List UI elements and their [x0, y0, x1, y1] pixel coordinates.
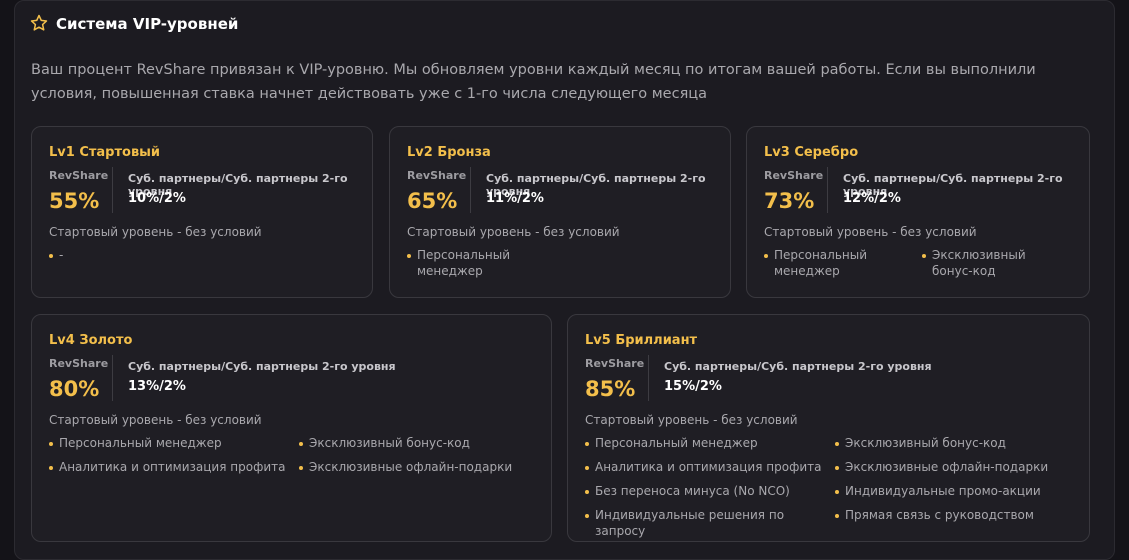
- title: Система VIP-уровней: [56, 15, 239, 33]
- sub-partner-label: Суб. партнеры/Суб. партнеры 2-го уровня: [486, 172, 706, 198]
- revshare-label: RevShare: [49, 169, 109, 182]
- perk-list: Персональный менеджер Эксклюзивный бонус-…: [49, 435, 549, 475]
- perk: Аналитика и оптимизация профита: [49, 459, 299, 475]
- perk-list: -: [49, 247, 365, 263]
- sub-partner-value: 10%/2%: [128, 191, 186, 206]
- description: Ваш процент RevShare привязан к VIP-уров…: [31, 62, 1036, 102]
- perk: Эксклюзивный бонус-код: [299, 435, 549, 451]
- perk: Эксклюзивные офлайн-подарки: [299, 459, 549, 475]
- divider: [827, 167, 828, 213]
- revshare-value: 55%: [49, 189, 100, 213]
- divider: [648, 355, 649, 401]
- perk: Эксклюзивный бонус-код: [835, 435, 1085, 451]
- perk: Аналитика и оптимизация профита: [585, 459, 835, 475]
- condition: Стартовый уровень - без условий: [49, 413, 262, 427]
- perk: Персональный менеджер: [585, 435, 835, 451]
- sub-partner-value: 12%/2%: [843, 191, 901, 206]
- level-card: Lv3 Серебро RevShare 73% Суб. партнеры/Суб.…: [746, 126, 1090, 298]
- revshare-value: 73%: [764, 189, 815, 213]
- revshare-label: RevShare: [585, 357, 645, 370]
- level-card: Lv2 Бронза RevShare 65% Суб. партнеры/Суб. …: [389, 126, 731, 298]
- level-name: Lv2 Бронза: [407, 145, 491, 160]
- perk: Эксклюзивные офлайн-подарки: [835, 459, 1085, 475]
- level-name: Lv4 Золото: [49, 333, 133, 348]
- perk-list: Персональный менеджер Эксклюзивный бонус-…: [764, 247, 1080, 279]
- condition: Стартовый уровень - без условий: [49, 225, 262, 239]
- perk: Персональный менеджер: [407, 247, 532, 279]
- sub-partner-label: Суб. партнеры/Суб. партнеры 2-го уровня: [128, 360, 396, 373]
- sub-partner-label: Суб. партнеры/Суб. партнеры 2-го уровня: [128, 172, 348, 198]
- revshare-label: RevShare: [764, 169, 824, 182]
- perk: Индивидуальные решения по запросу: [585, 507, 835, 539]
- perk: -: [49, 247, 174, 263]
- revshare-value: 85%: [585, 377, 636, 401]
- sub-partner-label: Суб. партнеры/Суб. партнеры 2-го уровня: [843, 172, 1063, 198]
- sub-partner-value: 11%/2%: [486, 191, 544, 206]
- level-card: Lv5 Бриллиант RevShare 85% Суб. партнеры/Су…: [567, 314, 1090, 542]
- perk: Персональный менеджер: [49, 435, 299, 451]
- level-card: Lv4 Золото RevShare 80% Суб. партнеры/Суб. …: [31, 314, 552, 542]
- perk-list: Персональный менеджер: [407, 247, 723, 279]
- sub-partner-value: 15%/2%: [664, 379, 722, 394]
- perk: Без переноса минуса (No NCO): [585, 483, 835, 499]
- sub-partner-label: Суб. партнеры/Суб. партнеры 2-го уровня: [664, 360, 932, 373]
- revshare-value: 80%: [49, 377, 100, 401]
- condition: Стартовый уровень - без условий: [407, 225, 620, 239]
- revshare-label: RevShare: [407, 169, 467, 182]
- perk: Прямая связь с руководством: [835, 507, 1085, 539]
- revshare-value: 65%: [407, 189, 458, 213]
- level-name: Lv1 Стартовый: [49, 145, 161, 160]
- divider: [470, 167, 471, 213]
- revshare-label: RevShare: [49, 357, 109, 370]
- divider: [112, 167, 113, 213]
- level-name: Lv3 Серебро: [764, 145, 859, 160]
- perk: Эксклюзивный бонус-код: [922, 247, 1047, 279]
- perk: Персональный менеджер: [764, 247, 889, 279]
- condition: Стартовый уровень - без условий: [585, 413, 798, 427]
- level-card: Lv1 Стартовый RevShare 55% Суб. партнеры/Су…: [31, 126, 373, 298]
- star-icon: [30, 14, 48, 31]
- perk-list: Персональный менеджер Эксклюзивный бонус-…: [585, 435, 1085, 539]
- level-name: Lv5 Бриллиант: [585, 333, 698, 348]
- divider: [112, 355, 113, 401]
- sub-partner-value: 13%/2%: [128, 379, 186, 394]
- perk: Индивидуальные промо-акции: [835, 483, 1085, 499]
- condition: Стартовый уровень - без условий: [764, 225, 977, 239]
